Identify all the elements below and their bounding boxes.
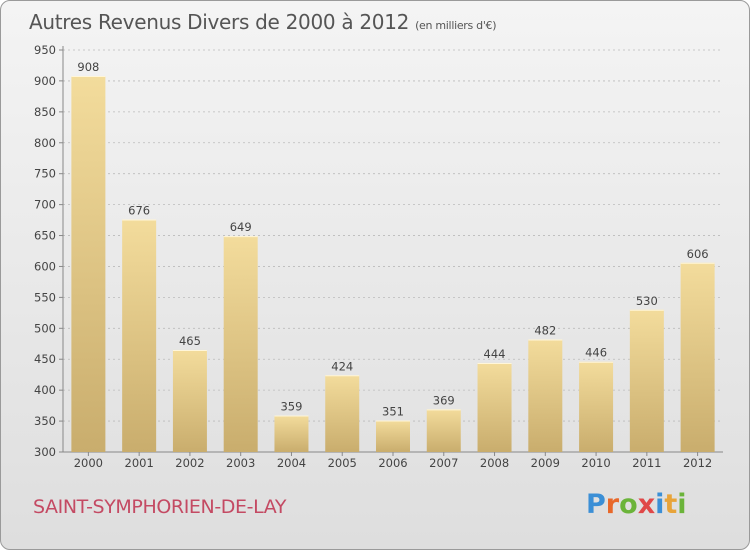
x-tick-label: 2012 <box>683 456 712 470</box>
y-tick-label: 450 <box>34 352 56 366</box>
bar-2010 <box>579 361 614 452</box>
commune-name: SAINT-SYMPHORIEN-DE-LAY <box>33 496 287 518</box>
bar-2007 <box>426 409 461 452</box>
bar-2009 <box>528 339 563 452</box>
bar-2006 <box>376 420 410 452</box>
bar-2008 <box>477 362 512 452</box>
x-tick-label: 2007 <box>429 456 458 470</box>
x-tick-label: 2008 <box>480 456 509 470</box>
data-label: 444 <box>484 347 506 361</box>
y-tick-label: 600 <box>34 259 56 273</box>
logo-letter: r <box>605 489 620 520</box>
bar-2000 <box>71 75 106 452</box>
x-tick-label: 2003 <box>226 456 255 470</box>
bar-2001 <box>122 219 157 452</box>
x-tick-label: 2000 <box>74 456 103 470</box>
y-tick-label: 750 <box>34 167 56 181</box>
data-label: 530 <box>636 294 658 308</box>
data-label: 446 <box>585 346 607 360</box>
x-tick-label: 2002 <box>175 456 204 470</box>
bar-2002 <box>172 349 207 452</box>
logo-letter: i <box>677 489 687 520</box>
y-tick-label: 800 <box>34 136 56 150</box>
y-tick-label: 550 <box>34 290 56 304</box>
chart-title-text: Autres Revenus Divers de 2000 à 2012 <box>29 10 410 34</box>
data-label: 908 <box>77 60 99 74</box>
x-tick-label: 2009 <box>531 456 560 470</box>
bars <box>71 75 715 452</box>
logo-letter: x <box>637 489 656 520</box>
y-tick-label: 400 <box>34 383 56 397</box>
x-tick-label: 2001 <box>125 456 154 470</box>
data-label: 369 <box>433 393 455 407</box>
bar-2005 <box>325 375 360 452</box>
chart-title: Autres Revenus Divers de 2000 à 2012 (en … <box>29 10 497 34</box>
chart-subtitle: (en milliers d'€) <box>415 19 497 32</box>
y-tick-label: 300 <box>34 445 56 459</box>
data-label: 424 <box>331 359 353 373</box>
x-tick-label: 2005 <box>328 456 357 470</box>
labels: 300 350 400 450 500 550 600 650 700 750 800 850 900 9… <box>34 43 712 470</box>
x-tick-label: 2011 <box>632 456 661 470</box>
logo-letter: t <box>664 489 678 520</box>
y-tick-label: 700 <box>34 198 56 212</box>
bar-2004 <box>274 415 309 452</box>
data-label: 351 <box>382 404 404 418</box>
y-tick-label: 500 <box>34 321 56 335</box>
y-tick-label: 900 <box>34 74 56 88</box>
y-tick-label: 950 <box>34 43 56 57</box>
bar-2011 <box>629 309 664 452</box>
x-tick-label: 2006 <box>378 456 407 470</box>
x-tick-label: 2010 <box>581 456 610 470</box>
y-tick-label: 850 <box>34 105 56 119</box>
logo-letter: o <box>619 489 638 520</box>
data-label: 482 <box>534 323 556 337</box>
logo-letter: P <box>586 489 606 520</box>
bar-2012 <box>680 262 715 452</box>
y-tick-label: 350 <box>34 414 56 428</box>
proxiti-logo[interactable]: Proxiti <box>586 489 687 520</box>
data-label: 465 <box>179 334 201 348</box>
data-label: 649 <box>230 220 252 234</box>
x-tick-label: 2004 <box>277 456 306 470</box>
grid-lines <box>63 49 723 422</box>
data-label: 676 <box>128 203 150 217</box>
data-label: 359 <box>280 400 302 414</box>
axes <box>59 46 723 456</box>
bar-2003 <box>223 236 258 452</box>
logo-letter: i <box>655 489 665 520</box>
y-tick-label: 650 <box>34 229 56 243</box>
data-label: 606 <box>687 247 709 261</box>
